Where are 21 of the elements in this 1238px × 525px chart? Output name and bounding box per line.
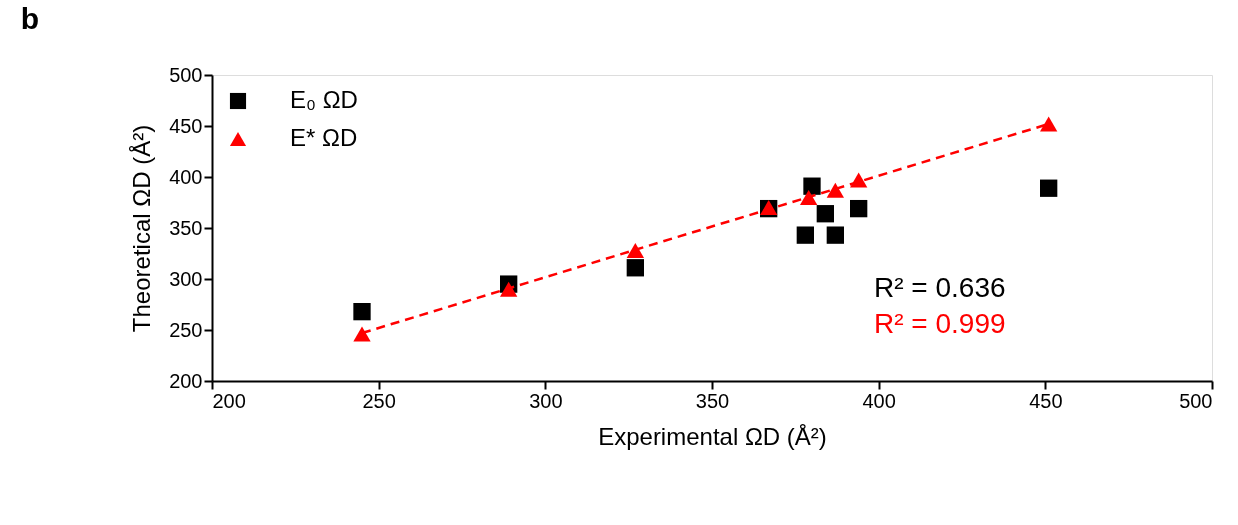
y-tick-label: 300 [169,267,203,290]
y-tick-label: 450 [169,114,203,137]
x-tick-label: 450 [1029,389,1063,412]
x-tick-label: 350 [695,389,730,412]
chart-title: b [20,2,39,35]
y-axis-title: Theoretical ΩD (Å²) [128,124,156,333]
x-tick-label: 500 [1179,389,1213,412]
x-axis-title: Experimental ΩD (Å²) [598,422,827,450]
x-tick-label: 400 [862,389,896,412]
y-tick-label: 200 [169,369,203,392]
x-tick-label: 300 [529,389,563,412]
legend-label: E* ΩD [290,124,358,151]
y-tick-label: 400 [169,165,203,188]
x-tick-label: 200 [212,389,246,412]
y-tick-label: 500 [169,63,203,86]
legend-label: E₀ ΩD [290,86,358,113]
y-tick-label: 250 [169,318,203,341]
annotation: R² = 0.999 [874,308,1006,339]
y-tick-label: 350 [169,216,203,239]
annotation: R² = 0.636 [874,272,1006,303]
x-tick-label: 250 [362,389,396,412]
